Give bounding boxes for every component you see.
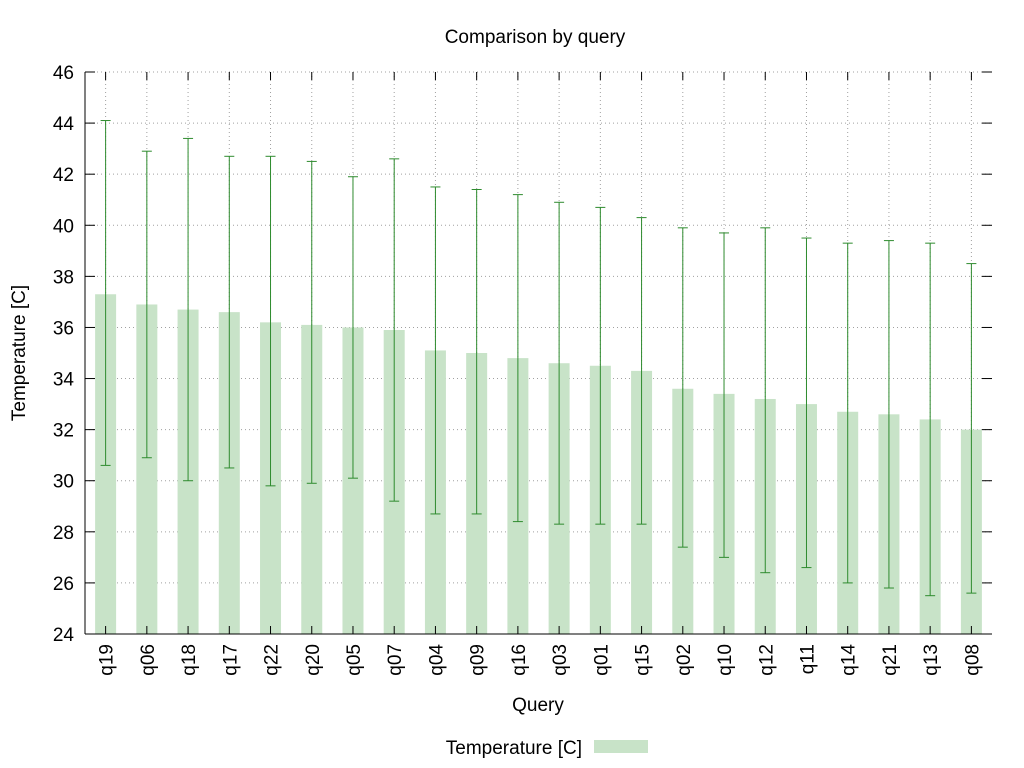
x-tick-label: q16 bbox=[509, 644, 530, 676]
y-tick-label: 42 bbox=[53, 165, 74, 186]
y-tick-label: 28 bbox=[53, 523, 74, 544]
x-tick-label: q19 bbox=[97, 644, 118, 676]
bar bbox=[342, 327, 364, 634]
y-tick-label: 24 bbox=[53, 625, 75, 646]
x-tick-label: q10 bbox=[715, 644, 736, 676]
x-tick-label: q06 bbox=[138, 644, 159, 676]
axes bbox=[84, 71, 992, 635]
legend: Temperature [C] bbox=[446, 738, 648, 759]
y-tick-labels: 24 26 28 30 32 34 36 38 40 42 44 46 bbox=[53, 63, 75, 646]
y-tick-label: 36 bbox=[53, 318, 74, 339]
x-tick-label: q17 bbox=[220, 644, 241, 676]
x-tick-label: q21 bbox=[880, 644, 901, 676]
x-tick-label: q20 bbox=[303, 644, 324, 676]
x-tick-label: q09 bbox=[468, 644, 489, 676]
x-tick-label: q01 bbox=[591, 644, 612, 676]
x-tick-label: q14 bbox=[839, 644, 860, 676]
y-axis-label: Temperature [C] bbox=[9, 285, 30, 421]
y-tick-label: 40 bbox=[53, 216, 74, 237]
x-tick-label: q15 bbox=[633, 644, 654, 676]
x-axis-label: Query bbox=[512, 695, 564, 716]
y-tick-label: 30 bbox=[53, 472, 74, 493]
y-tick-label: 46 bbox=[53, 63, 74, 84]
x-tick-label: q12 bbox=[756, 644, 777, 676]
bars bbox=[95, 294, 982, 634]
bar bbox=[218, 312, 240, 634]
x-tick-label: q03 bbox=[550, 644, 571, 676]
y-tick-label: 44 bbox=[53, 114, 75, 135]
y-tick-label: 32 bbox=[53, 421, 74, 442]
legend-label: Temperature [C] bbox=[446, 738, 582, 759]
y-tick-label: 38 bbox=[53, 267, 74, 288]
x-tick-labels: q19 q06 q18 q17 q22 q20 q05 q07 q04 q09 q16 q03 q01 q… bbox=[97, 644, 984, 676]
error-bars bbox=[100, 120, 977, 597]
x-tick-label: q05 bbox=[344, 644, 365, 676]
y-tick-label: 26 bbox=[53, 574, 74, 595]
x-tick-label: q07 bbox=[385, 644, 406, 676]
y-tick-label: 34 bbox=[53, 370, 75, 391]
bar bbox=[136, 304, 158, 634]
x-tick-label: q18 bbox=[179, 644, 200, 676]
x-tick-label: q08 bbox=[962, 644, 983, 676]
x-tick-label: q02 bbox=[674, 644, 695, 676]
chart-title: Comparison by query bbox=[445, 27, 626, 48]
legend-swatch bbox=[594, 740, 648, 753]
x-tick-label: q11 bbox=[797, 644, 818, 674]
x-tick-label: q13 bbox=[921, 644, 942, 676]
x-tick-label: q22 bbox=[262, 644, 283, 676]
x-tick-label: q04 bbox=[426, 644, 447, 676]
